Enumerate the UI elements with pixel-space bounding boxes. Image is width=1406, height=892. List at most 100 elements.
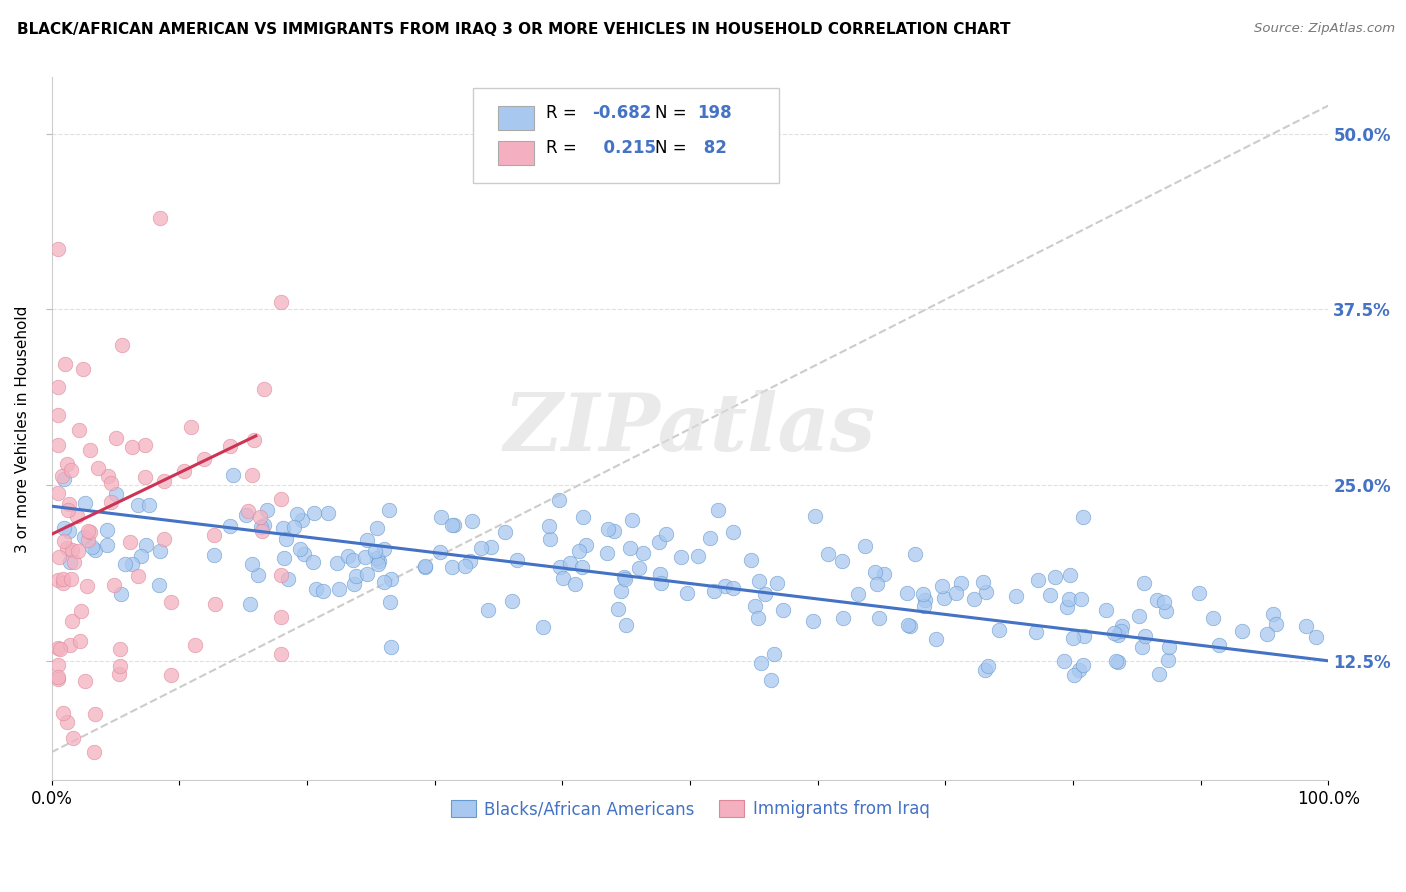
Point: [160, 595, 183, 609]
Point: [77, 533, 100, 548]
Point: [110, 658, 132, 673]
Point: [1063, 668, 1085, 682]
Point: [48, 550, 70, 565]
Point: [59, 572, 82, 586]
Point: [287, 507, 309, 521]
Point: [551, 571, 574, 585]
Point: [77, 524, 100, 538]
Point: [863, 565, 886, 579]
Point: [804, 508, 827, 523]
Point: [343, 576, 366, 591]
Point: [613, 572, 636, 586]
Point: [575, 539, 598, 553]
Point: [367, 553, 389, 567]
Point: [596, 546, 619, 560]
Point: [1188, 586, 1211, 600]
Point: [240, 557, 263, 571]
Point: [305, 582, 328, 597]
Point: [250, 520, 273, 534]
Point: [950, 575, 973, 590]
Point: [235, 508, 257, 523]
Point: [342, 552, 364, 566]
Point: [219, 439, 242, 453]
Point: [56, 503, 79, 517]
Point: [52, 706, 75, 720]
Point: [149, 544, 172, 558]
Point: [344, 569, 367, 583]
Point: [138, 498, 160, 512]
Point: [564, 577, 586, 591]
Point: [596, 522, 619, 536]
Point: [429, 510, 451, 524]
Point: [83, 745, 105, 759]
Point: [1128, 608, 1150, 623]
Point: [118, 534, 141, 549]
Point: [620, 513, 643, 527]
Point: [80, 541, 103, 555]
Point: [440, 518, 463, 533]
Point: [46, 242, 69, 256]
Point: [748, 574, 770, 589]
Point: [1208, 638, 1230, 652]
Point: [1073, 629, 1095, 643]
Point: [69, 633, 91, 648]
Bar: [499, 141, 534, 165]
Point: [1069, 663, 1091, 677]
Point: [354, 550, 377, 565]
Point: [868, 610, 890, 624]
Point: [129, 549, 152, 563]
Point: [253, 382, 276, 396]
Point: [58, 524, 80, 538]
Point: [610, 584, 633, 599]
Point: [1056, 600, 1078, 615]
Point: [470, 541, 492, 555]
Point: [288, 542, 311, 557]
Point: [754, 587, 776, 601]
Point: [121, 440, 143, 454]
Text: R =: R =: [546, 139, 582, 157]
Point: [1053, 654, 1076, 668]
Point: [46, 640, 69, 655]
Text: 198: 198: [697, 103, 733, 121]
Point: [73, 530, 96, 544]
Point: [454, 559, 477, 574]
Point: [479, 540, 502, 554]
Point: [79, 443, 101, 458]
Point: [366, 551, 388, 566]
Point: [740, 553, 762, 567]
Text: R =: R =: [546, 103, 582, 121]
Point: [121, 557, 143, 571]
Bar: [499, 105, 534, 130]
Point: [46, 486, 69, 500]
Point: [972, 574, 994, 589]
Point: [373, 574, 395, 589]
Point: [1295, 618, 1317, 632]
Point: [548, 492, 571, 507]
Point: [135, 538, 157, 552]
Point: [249, 509, 271, 524]
Point: [108, 667, 131, 681]
Point: [688, 549, 710, 563]
Point: [772, 602, 794, 616]
Text: ZIPatlas: ZIPatlas: [503, 390, 876, 467]
Point: [274, 532, 297, 546]
Point: [378, 595, 401, 609]
Point: [831, 611, 853, 625]
Point: [538, 518, 561, 533]
Point: [173, 464, 195, 478]
Point: [60, 614, 83, 628]
Text: 82: 82: [697, 139, 727, 157]
Point: [931, 579, 953, 593]
Point: [1159, 640, 1181, 654]
Point: [46, 438, 69, 452]
Point: [149, 211, 172, 225]
Point: [356, 566, 378, 581]
Point: [558, 556, 581, 570]
Point: [59, 556, 82, 570]
Point: [326, 556, 349, 570]
Point: [763, 647, 786, 661]
Point: [460, 554, 482, 568]
Point: [531, 620, 554, 634]
Point: [53, 534, 76, 549]
Point: [66, 508, 89, 523]
